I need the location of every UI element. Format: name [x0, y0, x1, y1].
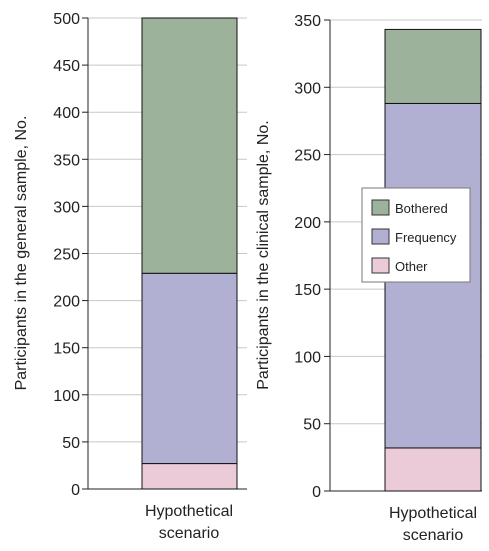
bar-segment-other [384, 447, 482, 492]
y-tick-label: 50 [303, 417, 321, 434]
bar-segment-bothered [141, 17, 238, 274]
y-tick-label: 150 [294, 282, 321, 299]
legend-label-bothered: Bothered [395, 201, 448, 216]
y-tick-label: 300 [53, 199, 80, 216]
y-axis-title: Participants in the general sample, No. [13, 116, 30, 391]
y-tick-label: 250 [294, 148, 321, 165]
bar-segment-other [141, 463, 238, 490]
legend-swatch-frequency [371, 228, 390, 245]
y-tick-label: 50 [62, 435, 80, 452]
y-tick-label: 0 [312, 484, 321, 501]
x-category-label-line-1: Hypothetical [389, 505, 477, 522]
y-tick-label: 400 [53, 105, 80, 122]
legend-label-other: Other [395, 259, 428, 274]
legend-swatch-other [371, 257, 390, 274]
clinical-sample-panel: 0 50 100 150 200 250 300 350 Participants in the… [255, 13, 482, 544]
legend: Bothered Frequency Other [361, 187, 471, 283]
x-category-label-line-2: scenario [403, 527, 464, 544]
y-tick-label: 300 [294, 80, 321, 97]
y-tick-label: 450 [53, 58, 80, 75]
y-tick-label: 0 [71, 482, 80, 499]
y-tick-label: 200 [294, 215, 321, 232]
y-tick-label: 100 [294, 349, 321, 366]
x-category-label-line-1: Hypothetical [145, 503, 233, 520]
y-tick-label: 200 [53, 294, 80, 311]
y-tick-label: 150 [53, 341, 80, 358]
x-category-label-line-2: scenario [159, 525, 220, 542]
y-tick-label: 250 [53, 247, 80, 264]
bar-segment-frequency [141, 272, 238, 465]
y-tick-label: 500 [53, 11, 80, 28]
general-sample-panel: 0 50 100 150 200 250 300 350 400 450 500 Participan… [13, 11, 247, 542]
y-axis-title: Participants in the clinical sample, No. [255, 120, 272, 389]
bar-segment-bothered [384, 28, 482, 104]
y-tick-label: 350 [53, 152, 80, 169]
legend-swatch-bothered [371, 199, 390, 216]
y-tick-label: 350 [294, 13, 321, 30]
legend-label-frequency: Frequency [395, 230, 457, 245]
y-tick-label: 100 [53, 388, 80, 405]
